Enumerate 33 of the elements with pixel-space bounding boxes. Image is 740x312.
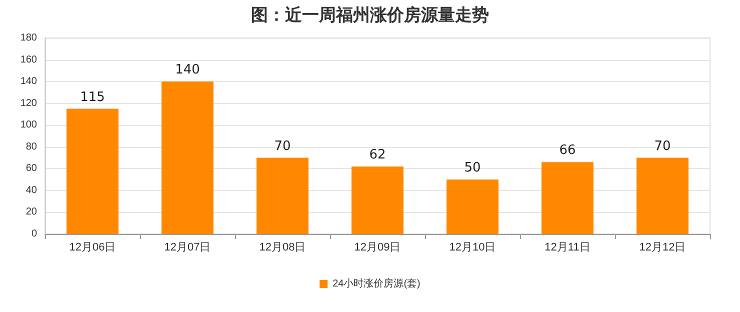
- bar: [66, 108, 118, 234]
- x-tick-label: 12月07日: [164, 242, 211, 254]
- x-tick-label: 12月06日: [69, 242, 116, 254]
- y-tick-label: 60: [26, 163, 38, 174]
- y-tick-label: 180: [20, 32, 38, 44]
- bar: [636, 158, 688, 234]
- legend-label: 24小时涨价房源(套): [332, 278, 420, 290]
- bar: [446, 180, 498, 234]
- y-tick-label: 100: [20, 120, 38, 131]
- x-tick-label: 12月09日: [354, 242, 401, 254]
- x-tick-label: 12月11日: [544, 242, 590, 254]
- data-label: 70: [274, 138, 291, 154]
- bar: [352, 166, 404, 234]
- x-tick-label: 12月12日: [639, 242, 686, 254]
- y-tick-label: 120: [20, 98, 38, 109]
- data-label: 66: [559, 143, 576, 158]
- data-label: 115: [80, 90, 105, 105]
- data-label: 140: [175, 62, 200, 78]
- bar: [256, 158, 308, 234]
- data-label: 70: [654, 138, 671, 154]
- x-tick-label: 12月10日: [449, 242, 496, 254]
- y-tick-label: 160: [20, 54, 38, 66]
- y-tick-label: 80: [26, 141, 38, 152]
- y-tick-label: 40: [26, 184, 38, 196]
- data-label: 62: [369, 147, 386, 162]
- bar: [542, 162, 594, 234]
- y-tick-label: 20: [26, 206, 38, 218]
- y-tick-label: 140: [20, 76, 38, 88]
- y-tick-label: 0: [31, 228, 38, 240]
- bar: [162, 82, 214, 234]
- x-tick-label: 12月08日: [259, 242, 306, 254]
- data-label: 50: [464, 160, 481, 176]
- chart-title: 图：近一周福州涨价房源量走势: [251, 6, 489, 26]
